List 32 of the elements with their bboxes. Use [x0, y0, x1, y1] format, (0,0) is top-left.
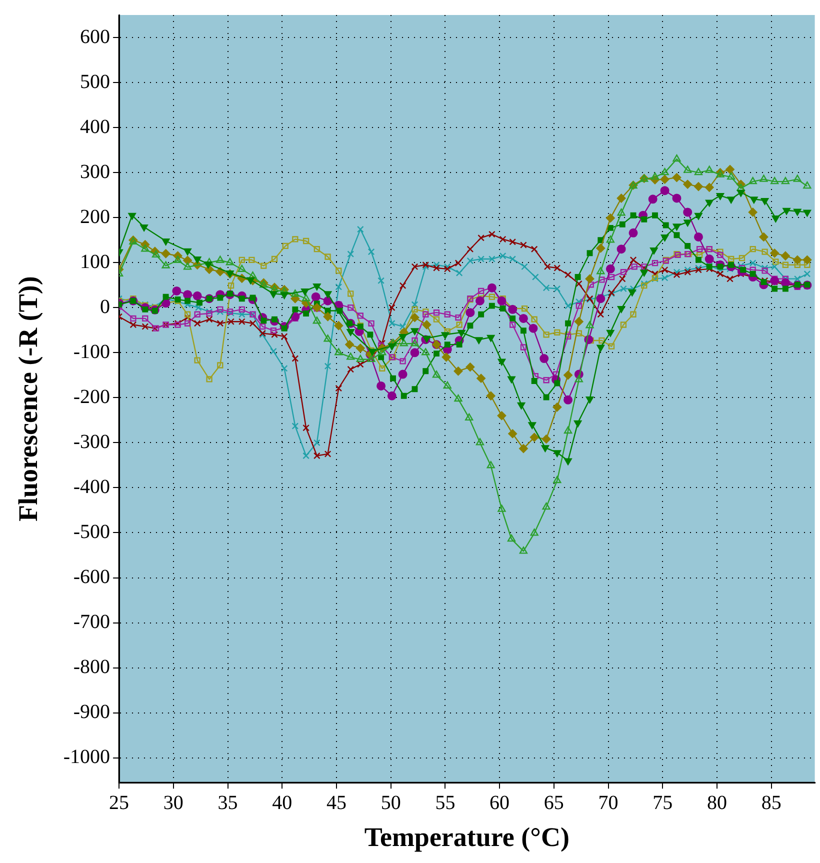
y-tick-label: 100 — [80, 250, 110, 273]
y-tick-label: -300 — [73, 430, 110, 453]
x-axis-title: Temperature (°C) — [364, 822, 570, 852]
y-tick-label: -200 — [73, 386, 110, 408]
y-tick-label: 200 — [80, 206, 110, 228]
y-tick-label: -100 — [73, 340, 110, 363]
y-tick-label: 600 — [80, 26, 110, 48]
y-tick-label: 300 — [80, 160, 110, 183]
y-tick-label: 500 — [80, 70, 110, 93]
y-tick-label: -400 — [73, 476, 110, 498]
x-tick-label: 85 — [761, 792, 782, 814]
y-tick-label: 400 — [80, 116, 110, 138]
y-tick-label: 0 — [100, 296, 110, 318]
y-axis-title: Fluorescence (-R (T)) — [13, 276, 44, 522]
y-tick-label: -800 — [73, 656, 110, 678]
y-tick-label: -1000 — [63, 746, 110, 768]
y-tick-label: -500 — [73, 520, 110, 543]
x-tick-label: 50 — [380, 792, 401, 814]
x-tick-label: 60 — [490, 792, 510, 814]
y-tick-label: -700 — [73, 611, 110, 634]
x-tick-label: 35 — [218, 792, 238, 814]
x-tick-label: 25 — [109, 792, 130, 814]
x-tick-label: 45 — [326, 792, 346, 814]
x-tick-label: 40 — [272, 792, 292, 814]
x-tick-label: 70 — [598, 792, 618, 814]
x-tick-label: 65 — [544, 792, 564, 814]
x-tick-label: 75 — [652, 792, 673, 814]
y-tick-label: -900 — [73, 701, 110, 724]
y-tick-label: -600 — [73, 566, 110, 588]
x-tick-label: 30 — [163, 792, 184, 814]
x-tick-label: 55 — [435, 792, 456, 814]
x-tick-label: 80 — [706, 792, 727, 814]
